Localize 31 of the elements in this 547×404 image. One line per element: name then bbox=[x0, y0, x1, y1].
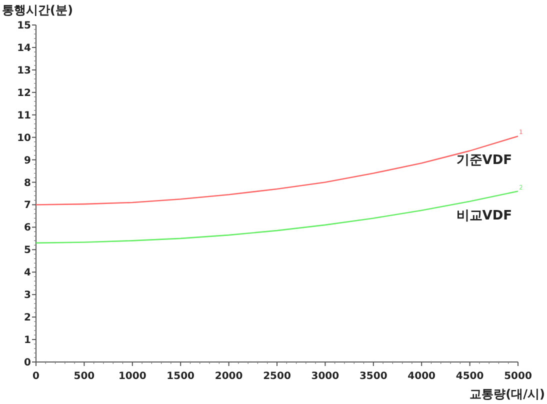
x-tick-label: 3000 bbox=[311, 371, 340, 382]
y-tick-label: 0 bbox=[24, 358, 32, 368]
x-tick-label: 4000 bbox=[408, 371, 436, 382]
y-tick-label: 14 bbox=[17, 42, 32, 54]
y-tick-label: 6 bbox=[24, 222, 32, 234]
y-tick-label: 9 bbox=[24, 155, 32, 166]
x-tick-label: 1500 bbox=[166, 371, 195, 382]
y-tick-label: 15 bbox=[17, 20, 32, 32]
y-tick-label: 8 bbox=[24, 178, 32, 189]
y-tick-label: 2 bbox=[24, 312, 32, 324]
y-tick-label: 5 bbox=[24, 245, 32, 256]
y-axis-title: 통행시간(분) bbox=[2, 3, 73, 17]
x-tick-label: 500 bbox=[74, 371, 95, 382]
y-tick-label: 3 bbox=[24, 290, 32, 302]
y-tick-label: 10 bbox=[17, 132, 32, 144]
x-tick-label: 2500 bbox=[263, 371, 291, 382]
x-tick-label: 4500 bbox=[456, 371, 484, 382]
x-tick-label: 0 bbox=[32, 371, 40, 382]
x-tick-label: 1000 bbox=[118, 371, 146, 382]
x-tick-label: 2000 bbox=[214, 371, 243, 382]
series-label: 기준VDF bbox=[456, 153, 512, 168]
y-tick-label: 12 bbox=[17, 88, 32, 99]
x-tick-label: 5000 bbox=[504, 371, 532, 382]
x-tick-label: 3500 bbox=[359, 371, 388, 382]
y-tick-label: 11 bbox=[17, 110, 32, 122]
y-tick-label: 7 bbox=[24, 200, 32, 212]
series-label: 비교VDF bbox=[456, 208, 512, 224]
y-tick-label: 1 bbox=[24, 335, 32, 346]
y-tick-label: 13 bbox=[17, 65, 32, 76]
x-axis-title: 교통량(대/시) bbox=[470, 387, 545, 401]
y-tick-label: 4 bbox=[24, 268, 32, 279]
